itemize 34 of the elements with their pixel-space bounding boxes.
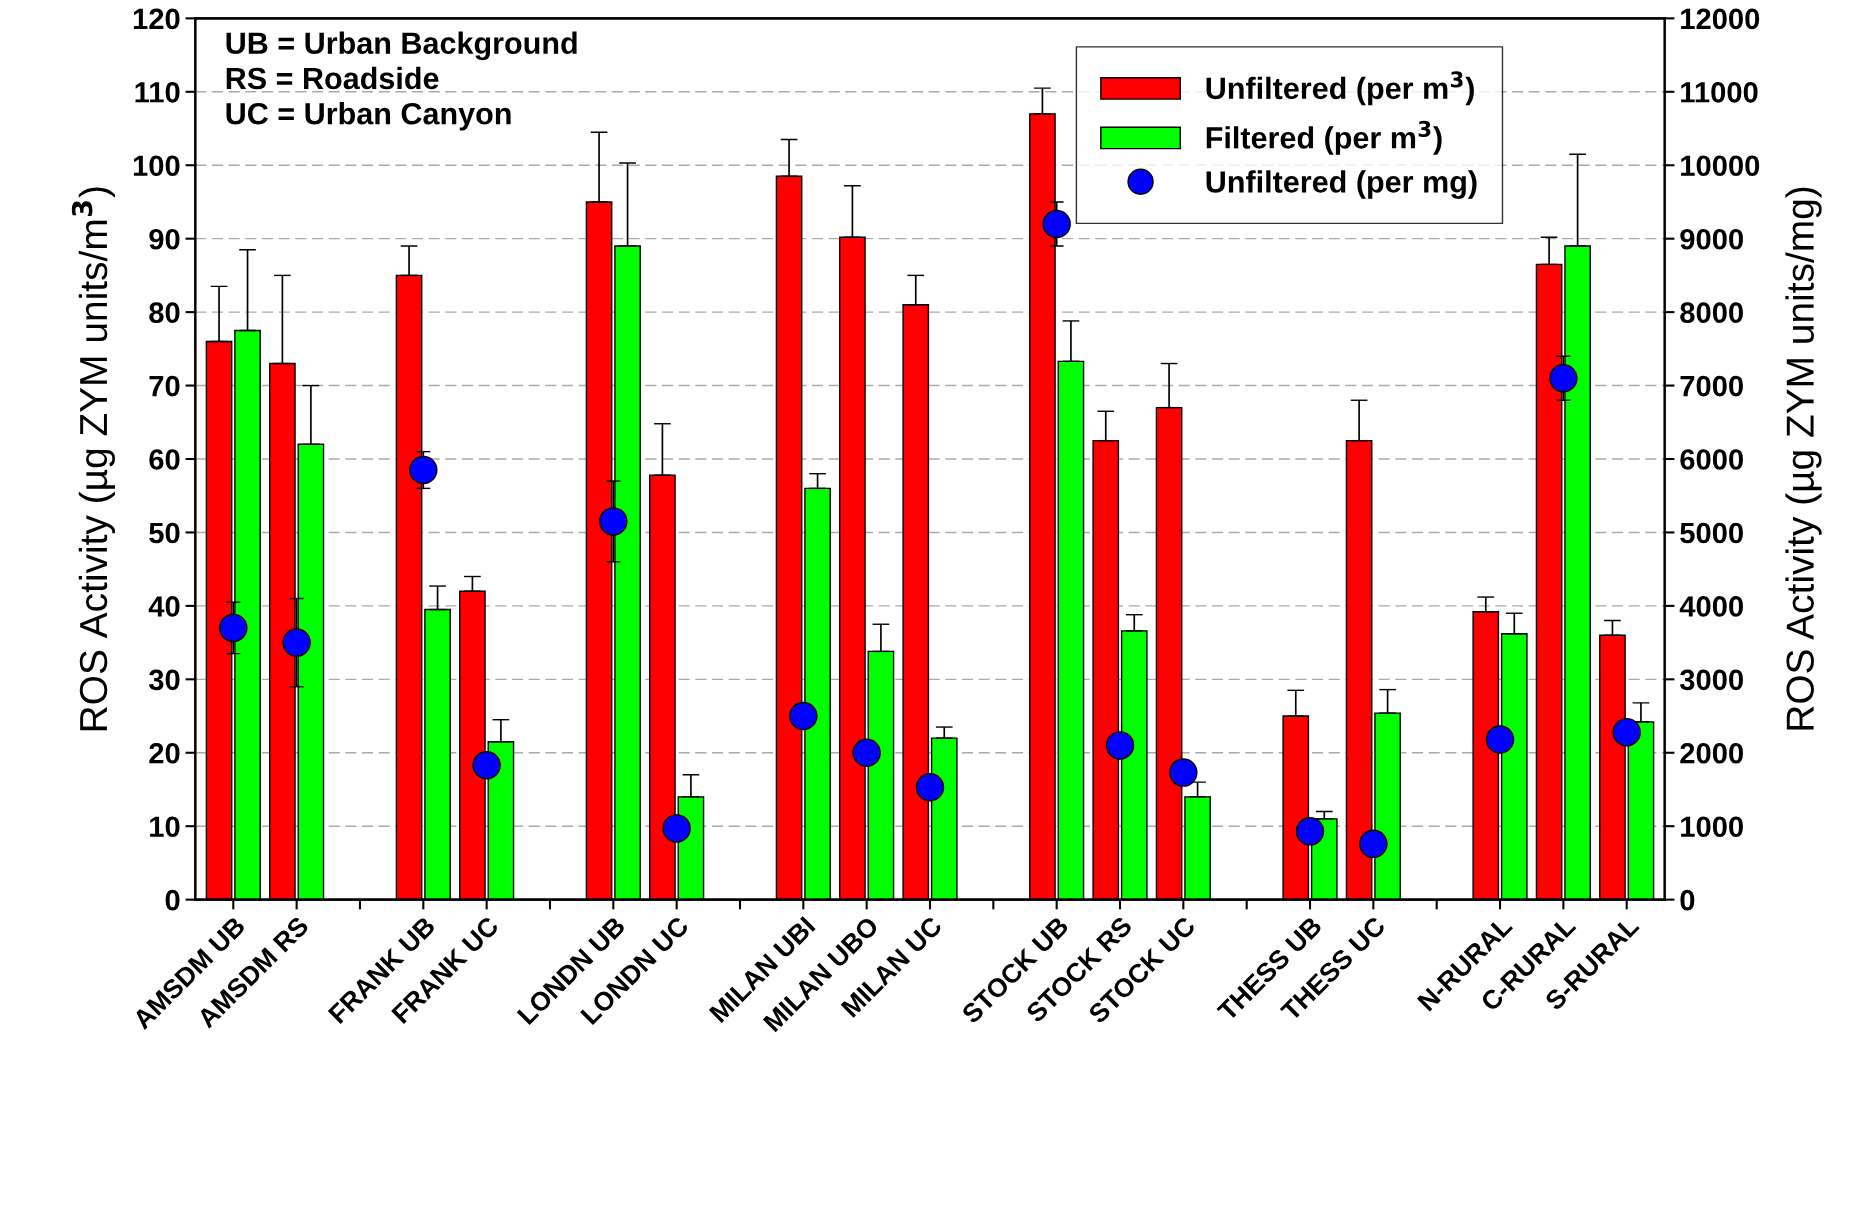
y2-tick-label: 9000 (1680, 228, 1743, 250)
y-tick-label: 20 (149, 742, 180, 764)
y-tick-label: 120 (133, 8, 180, 30)
y-tick-label: 30 (148, 669, 180, 691)
y2-tick-label: 4000 (1679, 596, 1743, 617)
legend-label: Unfiltered (per mg) (1206, 170, 1477, 199)
y-tick-label: 0 (165, 889, 180, 911)
y2-tick-label: 11000 (1681, 82, 1758, 103)
y-tick-label: 10 (150, 816, 180, 838)
y2-tick-label: 7000 (1680, 375, 1743, 397)
y-tick-label: 100 (133, 155, 180, 177)
y2-tick-label: 1000 (1681, 816, 1743, 838)
y2-tick-label: 2000 (1680, 742, 1743, 764)
annotation: RS = Roadside (226, 66, 439, 90)
annotation: UB = Urban Background (226, 31, 577, 61)
y-tick-label: 90 (149, 228, 180, 250)
legend-label: Unfiltered (per m$^{3}$) (1206, 71, 1474, 106)
y2-tick-label: 10000 (1681, 155, 1760, 177)
annotation: UC = Urban Canyon (226, 102, 511, 131)
y-tick-label: 70 (149, 375, 180, 397)
y-tick-label: 110 (135, 82, 180, 103)
y-axis-title: ROS Activity (µg ZYM units/m$^{3}$) (71, 187, 115, 731)
y2-tick-label: 3000 (1679, 669, 1743, 691)
y-tick-label: 50 (149, 522, 180, 544)
y2-tick-label: 8000 (1680, 302, 1743, 323)
y2-tick-label: 6000 (1680, 449, 1743, 470)
y2-tick-label: 5000 (1680, 522, 1743, 544)
y-tick-label: 40 (148, 596, 180, 617)
legend-label: Filtered (per m$^{3}$) (1206, 120, 1442, 155)
y-tick-label: 60 (149, 449, 180, 470)
y-tick-label: 80 (149, 302, 180, 323)
y2-tick-label: 12000 (1681, 8, 1760, 30)
y2-axis-title: ROS Activity (µg ZYM units/mg) (1785, 187, 1822, 730)
y2-tick-label: 0 (1680, 889, 1695, 911)
